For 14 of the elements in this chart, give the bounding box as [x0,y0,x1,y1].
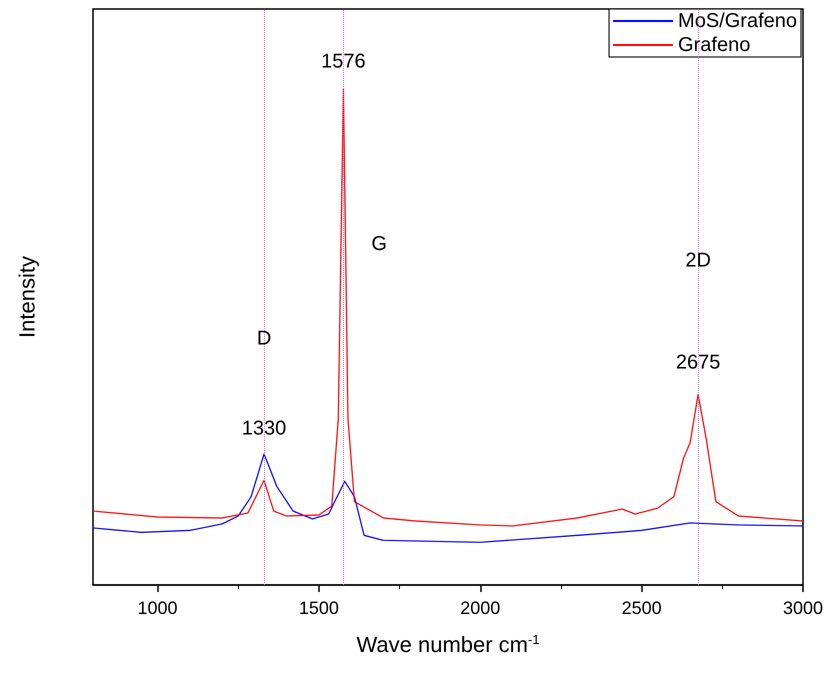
annotation: G [371,233,387,256]
legend-label: Grafeno [678,34,750,56]
x-tick-label: 3000 [782,598,824,618]
annotation: 2D [685,249,711,272]
y-axis-title: Intensity [14,256,40,338]
annotation: D [256,327,272,350]
x-tick-label: 2000 [460,598,500,618]
annotation: 1576 [321,50,366,72]
legend-label: MoS/Grafeno [678,10,798,32]
x-tick-label: 1000 [138,598,178,618]
x-tick-label: 2500 [622,598,662,618]
x-tick-label: 1500 [298,598,339,618]
annotation: 1330 [242,418,286,440]
annotation: 2675 [676,352,720,374]
